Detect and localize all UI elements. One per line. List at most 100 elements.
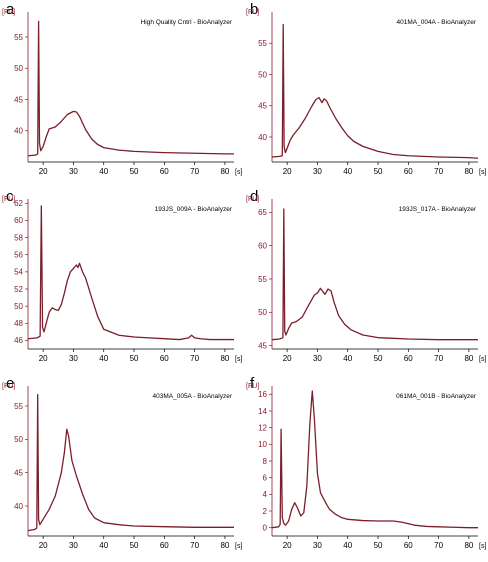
y-tick-label: 2 xyxy=(263,507,268,516)
x-tick-label: 30 xyxy=(69,354,78,363)
y-tick-label: 8 xyxy=(263,457,268,466)
y-tick-label: 60 xyxy=(258,241,267,250)
x-tick-label: 20 xyxy=(283,167,292,176)
x-tick-label: 50 xyxy=(374,167,383,176)
chart-title: 193JS_009A - BioAnalyzer xyxy=(155,206,233,213)
x-axis-unit: [s] xyxy=(235,543,242,550)
x-tick-label: 80 xyxy=(464,541,473,550)
x-tick-label: 40 xyxy=(99,354,108,363)
y-tick-label: 65 xyxy=(258,208,267,217)
panel-label: a xyxy=(6,1,15,18)
x-tick-label: 60 xyxy=(404,167,413,176)
x-tick-label: 40 xyxy=(343,167,352,176)
chart-panel-d: d 193JS_017A - BioAnalyzer [FU] 45 50 55 60 65 2… xyxy=(246,188,486,363)
y-tick-label: 55 xyxy=(258,275,267,284)
x-tick-label: 60 xyxy=(160,354,169,363)
electropherogram-trace xyxy=(27,205,234,341)
chart-title: High Quality Cntrl - BioAnalyzer xyxy=(141,19,233,26)
chart-title: 403MA_005A - BioAnalyzer xyxy=(153,393,233,400)
y-tick-label: 40 xyxy=(258,133,267,142)
x-tick-label: 50 xyxy=(130,541,139,550)
y-tick-label: 45 xyxy=(14,468,23,477)
y-tick-label: 62 xyxy=(14,199,23,208)
x-tick-label: 70 xyxy=(434,167,443,176)
x-tick-label: 80 xyxy=(220,354,229,363)
x-tick-label: 40 xyxy=(343,541,352,550)
electropherogram-trace xyxy=(271,23,479,159)
y-axis-unit: [FU] xyxy=(2,9,15,16)
y-tick-label: 50 xyxy=(14,64,23,73)
panel-label: e xyxy=(6,375,14,392)
x-tick-label: 20 xyxy=(39,167,48,176)
chart-panel-e: e 403MA_005A - BioAnalyzer [FU] 40 45 50 55 20 3… xyxy=(2,375,242,550)
x-tick-label: 30 xyxy=(313,167,322,176)
y-tick-label: 6 xyxy=(263,473,268,482)
x-tick-label: 40 xyxy=(99,167,108,176)
chart-title: 401MA_004A - BioAnalyzer xyxy=(397,19,477,26)
y-axis-unit: [FU] xyxy=(246,383,259,390)
x-tick-label: 30 xyxy=(313,541,322,550)
x-tick-label: 60 xyxy=(404,541,413,550)
chart-panel-a: a High Quality Cntrl - BioAnalyzer [FU] 40 4… xyxy=(2,1,242,176)
x-tick-label: 70 xyxy=(434,541,443,550)
x-axis-unit: [s] xyxy=(235,356,242,363)
electropherogram-trace xyxy=(271,390,478,529)
y-tick-label: 55 xyxy=(14,33,23,42)
y-tick-label: 56 xyxy=(14,251,23,260)
x-axis-unit: [s] xyxy=(479,169,486,176)
x-tick-label: 30 xyxy=(313,354,322,363)
x-tick-label: 70 xyxy=(190,167,199,176)
y-tick-label: 14 xyxy=(258,407,267,416)
y-tick-label: 55 xyxy=(14,402,23,411)
x-tick-label: 70 xyxy=(434,354,443,363)
x-tick-label: 20 xyxy=(39,541,48,550)
y-tick-label: 45 xyxy=(258,341,267,350)
x-tick-label: 80 xyxy=(220,541,229,550)
y-tick-label: 60 xyxy=(14,216,23,225)
chart-panel-b: b 401MA_004A - BioAnalyzer [FU] 40 45 50 55 20 3… xyxy=(246,1,486,176)
y-axis-unit: [FU] xyxy=(246,196,259,203)
y-tick-label: 16 xyxy=(258,390,267,399)
x-tick-label: 40 xyxy=(343,354,352,363)
y-tick-label: 45 xyxy=(258,102,267,111)
x-tick-label: 80 xyxy=(464,354,473,363)
chart-panel-c: c 193JS_009A - BioAnalyzer [FU] 46 48 50 52 54 5… xyxy=(2,188,242,363)
electropherogram-trace xyxy=(271,208,478,341)
y-tick-label: 0 xyxy=(263,523,268,532)
x-axis-unit: [s] xyxy=(479,356,486,363)
x-tick-label: 70 xyxy=(190,541,199,550)
y-tick-label: 54 xyxy=(14,268,23,277)
y-tick-label: 10 xyxy=(258,440,267,449)
y-tick-label: 55 xyxy=(258,39,267,48)
x-tick-label: 30 xyxy=(69,167,78,176)
x-tick-label: 50 xyxy=(130,167,139,176)
y-tick-label: 45 xyxy=(14,95,23,104)
x-tick-label: 60 xyxy=(160,541,169,550)
x-tick-label: 50 xyxy=(374,541,383,550)
x-tick-label: 70 xyxy=(190,354,199,363)
y-tick-label: 46 xyxy=(14,336,23,345)
chart-panel-f: f 061MA_001B - BioAnalyzer [FU] 0 2 4 6 8 10 12 14… xyxy=(246,375,486,550)
panel-label: d xyxy=(250,188,258,205)
x-tick-label: 60 xyxy=(160,167,169,176)
y-tick-label: 50 xyxy=(258,308,267,317)
x-axis-unit: [s] xyxy=(235,169,242,176)
x-tick-label: 20 xyxy=(39,354,48,363)
electropherogram-trace xyxy=(27,394,234,532)
x-tick-label: 50 xyxy=(130,354,139,363)
electropherogram-trace xyxy=(27,20,234,157)
panel-label: f xyxy=(250,375,255,392)
x-tick-label: 20 xyxy=(283,354,292,363)
y-tick-label: 58 xyxy=(14,233,23,242)
panel-label: b xyxy=(250,1,258,18)
y-tick-label: 50 xyxy=(258,70,267,79)
y-tick-label: 48 xyxy=(14,319,23,328)
panel-label: c xyxy=(6,188,14,205)
x-axis-unit: [s] xyxy=(479,543,486,550)
x-tick-label: 20 xyxy=(283,541,292,550)
y-tick-label: 4 xyxy=(263,490,268,499)
y-tick-label: 40 xyxy=(14,127,23,136)
x-tick-label: 80 xyxy=(464,167,473,176)
y-axis-unit: [FU] xyxy=(2,383,15,390)
